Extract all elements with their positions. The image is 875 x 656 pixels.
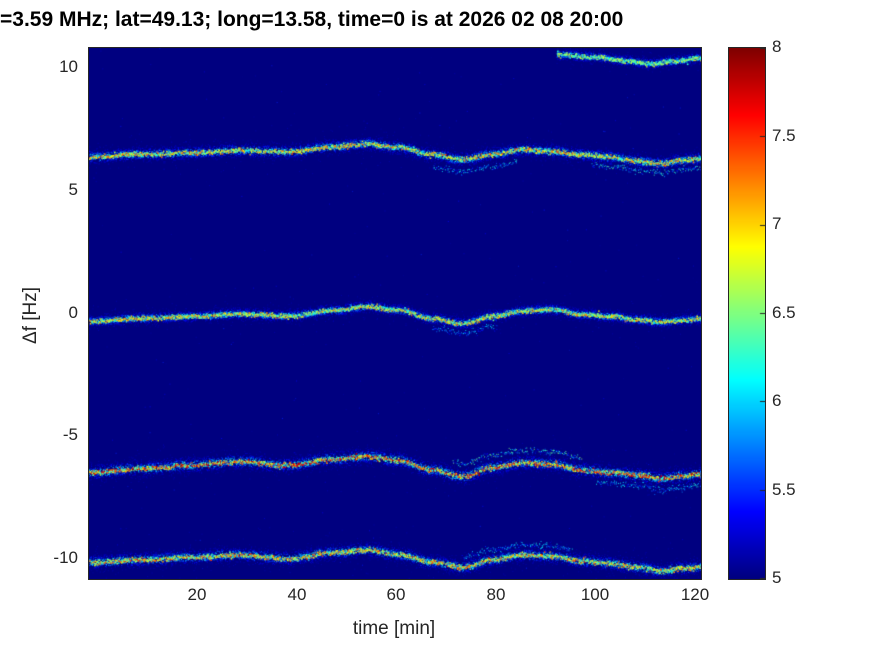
colorbar-tick-label: 6 [772,391,782,410]
x-tick-label: 60 [386,585,406,604]
colorbar-tick-label: 5.5 [772,480,796,499]
chart-title: =3.59 MHz; lat=49.13; long=13.58, time=0… [0,8,624,31]
colorbar-tick-label: 7 [772,214,782,233]
colorbar-canvas [728,47,766,580]
x-tick-label: 80 [486,585,506,604]
y-tick-label: 0 [68,303,78,322]
y-tick-label: 5 [68,180,78,199]
y-tick-label: 10 [59,57,78,76]
y-tick-label: -10 [53,548,78,567]
colorbar-tick-label: 6.5 [772,303,796,322]
x-tick-label: 120 [680,585,710,604]
colorbar-tick-label: 7.5 [772,126,796,145]
x-axis-label: time [min] [352,618,436,639]
colorbar-tick-label: 8 [772,37,782,56]
heatmap-canvas [88,47,702,580]
x-tick-label: 40 [287,585,307,604]
y-tick-label: -5 [62,425,78,444]
colorbar-tick-label: 5 [772,568,782,587]
x-tick-label: 100 [580,585,610,604]
x-tick-label: 20 [187,585,207,604]
